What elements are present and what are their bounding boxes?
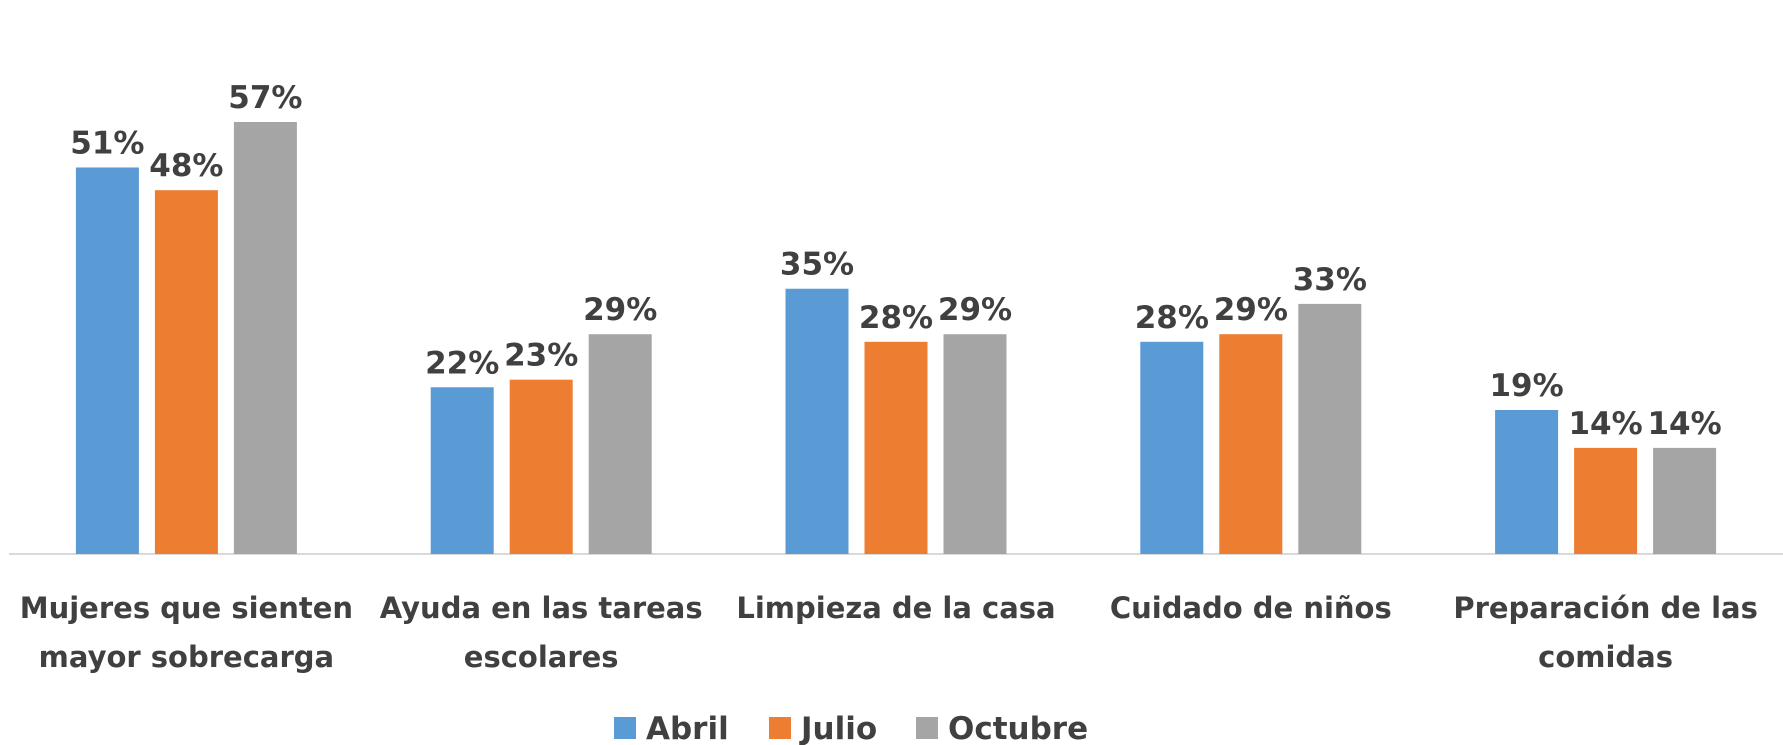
- bar: [154, 190, 218, 555]
- data-label: 28%: [1135, 300, 1209, 336]
- bar: [785, 288, 849, 554]
- data-label: 22%: [425, 345, 499, 381]
- data-label: 35%: [780, 247, 854, 283]
- bar: [1298, 303, 1362, 554]
- x-tick-label: Ayuda en las tareas escolares: [379, 591, 703, 674]
- bar: [1495, 410, 1559, 554]
- bar: [509, 379, 573, 554]
- bar: [588, 334, 652, 554]
- data-label: 57%: [228, 80, 302, 116]
- bar: [943, 334, 1007, 554]
- data-label: 29%: [583, 292, 657, 328]
- x-tick-label: Limpieza de la casa: [736, 591, 1056, 625]
- legend-swatch: [916, 717, 938, 739]
- bar: [1653, 447, 1717, 554]
- data-label: 29%: [1214, 292, 1288, 328]
- x-tick-label: Cuidado de niños: [1109, 591, 1392, 625]
- bar: [1574, 447, 1638, 554]
- legend-label: Julio: [799, 711, 877, 745]
- x-tick-label: Mujeres que sienten mayor sobrecarga: [19, 591, 354, 674]
- legend-swatch: [769, 717, 791, 739]
- bar: [233, 122, 297, 554]
- data-label: 23%: [504, 338, 578, 374]
- x-tick-label: Preparación de las comidas: [1453, 591, 1758, 674]
- legend-swatch: [614, 717, 636, 739]
- data-label: 14%: [1568, 406, 1642, 442]
- legend-label: Octubre: [948, 711, 1088, 745]
- data-label: 14%: [1647, 406, 1721, 442]
- bar: [1140, 341, 1204, 554]
- data-label: 51%: [70, 125, 144, 161]
- data-label: 29%: [938, 292, 1012, 328]
- legend-label: Abril: [646, 711, 729, 745]
- bar: [430, 387, 494, 554]
- data-label: 33%: [1293, 262, 1367, 298]
- bar: [75, 167, 139, 554]
- bar: [864, 341, 928, 554]
- data-label: 48%: [149, 148, 223, 184]
- data-label: 19%: [1489, 368, 1563, 404]
- bar: [1219, 334, 1283, 554]
- data-label: 28%: [859, 300, 933, 336]
